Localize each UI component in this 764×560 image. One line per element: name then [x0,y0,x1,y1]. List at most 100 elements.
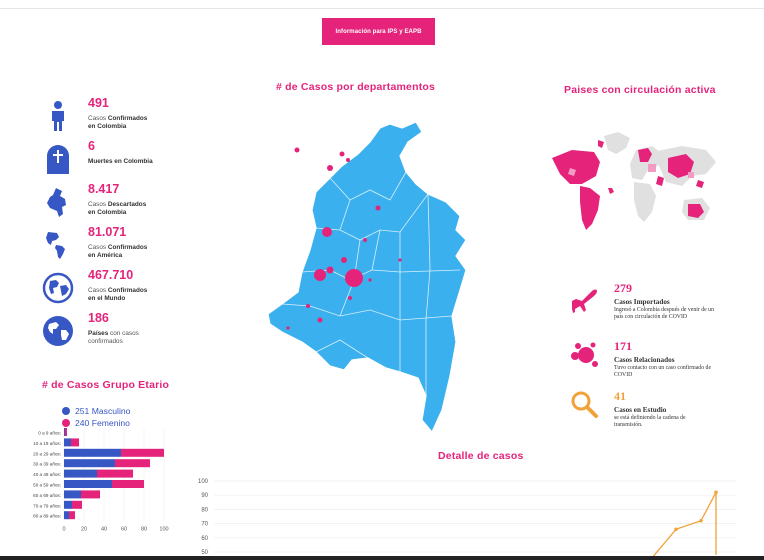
y-tick-label: 50 a 59 años: [33,483,61,488]
y-tick-label: 40 a 49 años: [33,472,61,477]
bar-masculino[interactable] [64,500,72,509]
case-markers [286,147,402,330]
age-group-bar-chart: 0 20 40 60 80 100 0 a 9 años: 10 a 19 años: 20 a… [33,428,169,533]
virus-cluster-icon [571,342,598,367]
world-icon [43,316,73,346]
bar-femenino[interactable] [65,428,67,436]
case-type-desc: Ingresó a Colombia después de venir de u… [614,307,714,320]
x-tick-label: 100 [159,527,168,533]
y-tick-label: 100 [198,479,209,485]
y-tick-label: 20 a 29 años: [33,451,61,456]
top-divider [0,8,764,9]
world-active-circulation-map[interactable] [548,128,720,240]
bar-femenino[interactable] [69,511,75,520]
stat-value: 467.710 [88,268,134,282]
male-dot [62,407,70,415]
countries-title: Paises con circulación activa [564,84,716,96]
series-point[interactable] [714,490,718,495]
y-tick-label: 90 [201,493,208,499]
bar-masculino[interactable] [64,469,97,478]
case-detail-line-chart: 50 60 70 80 90 100 [198,479,736,556]
x-tick-label: 80 [141,527,147,533]
bar-femenino[interactable] [72,500,82,509]
globe-icon [42,272,74,304]
stat-value: 81.071 [88,225,127,239]
y-tick-label: 50 [201,550,208,556]
bar-femenino[interactable] [97,469,133,478]
case-type-desc: se está definiendo la cadena de transmis… [614,415,686,428]
female-dot [62,419,70,427]
bar-femenino[interactable] [71,438,79,447]
stat-value: 186 [88,311,109,325]
bar-masculino[interactable] [64,511,69,520]
legend-male: 251 Masculino [62,406,130,416]
cases-under-study: 41 Casos en Estudio se está definiendo l… [568,389,738,433]
details-title: Detalle de casos [438,450,524,462]
stat-value: 491 [88,96,109,110]
stat-label: Casos Confirmados en el Mundo [88,287,148,302]
case-type-title: Casos Importados [614,298,670,306]
stat-value: 8.417 [88,182,120,196]
case-type-desc: Tuvo contacto con un caso confirmado de … [614,365,712,378]
case-type-value: 41 [614,389,626,403]
y-tick-label: 70 [201,522,208,528]
case-type-title: Casos en Estudio [614,406,667,414]
case-type-value: 171 [614,339,632,353]
bottom-bar [0,556,764,560]
stat-label: Casos Descartados en Colombia [88,201,147,216]
person-icon [52,101,64,131]
case-type-value: 279 [614,281,632,295]
stat-deaths-colombia: 6 Muertes en Colombia [42,139,192,183]
stat-countries: 186 Países con casos confirmados [42,311,192,355]
y-tick-label: 10 a 19 años: [33,441,61,446]
bar-masculino[interactable] [64,480,112,488]
y-tick-label: 30 a 39 años: [33,462,61,467]
y-tick-label: 80 [201,507,208,513]
series-point[interactable] [674,527,678,532]
stat-label: Países con casos confirmados [88,330,139,345]
series-point[interactable] [699,518,703,523]
bar-masculino[interactable] [64,490,81,499]
stat-confirmed-colombia: 491 Casos Confirmados en Colombia [42,96,192,140]
partial-countries [568,164,694,178]
ips-eapb-info-button[interactable]: Información para IPS y EAPB [322,18,435,45]
colombia-department-map[interactable] [260,120,480,440]
bar-masculino[interactable] [64,438,71,447]
legend-female: 240 Femenino [62,418,130,428]
y-tick-label: 60 [201,536,208,542]
stat-label: Casos Confirmados en Colombia [88,115,148,130]
bar-masculino[interactable] [64,459,115,468]
active-countries [552,140,704,230]
colombia-map-icon [47,188,66,217]
x-tick-label: 40 [101,527,107,533]
bar-femenino[interactable] [112,480,144,488]
y-tick-label: 60 a 69 años: [33,493,61,498]
tombstone-icon [47,145,69,174]
bar-femenino[interactable] [115,459,150,468]
stat-value: 6 [88,139,95,153]
x-tick-label: 20 [81,527,87,533]
x-tick-label: 0 [62,527,65,533]
airplane-icon [572,289,597,313]
y-tick-label: 80 a 89 años: [33,514,61,519]
bar-masculino[interactable] [64,428,65,436]
stat-label: Muertes en Colombia [88,158,153,165]
age-group-title: # de Casos Grupo Etario [42,379,170,391]
y-tick-label: 70 a 79 años: [33,503,61,508]
case-type-title: Casos Relacionados [614,356,675,364]
stat-confirmed-america: 81.071 Casos Confirmados en América [42,225,192,269]
stat-discarded-colombia: 8.417 Casos Descartados en Colombia [42,182,192,226]
bar-masculino[interactable] [64,448,121,457]
bar-femenino[interactable] [81,490,100,499]
stat-confirmed-world: 467.710 Casos Confirmados en el Mundo [42,268,192,312]
series-line [652,492,717,556]
departments-title: # de Casos por departamentos [276,81,436,93]
imported-cases: 279 Casos Importados Ingresó a Colombia … [568,281,738,331]
colombia-outline [267,121,467,434]
stat-label: Casos Confirmados en América [88,244,148,259]
related-cases: 171 Casos Relacionados Tuvo contacto con… [568,339,738,383]
bar-femenino[interactable] [121,448,164,457]
y-tick-label: 0 a 9 años: [38,431,61,436]
america-map-icon [46,232,65,259]
x-tick-label: 60 [121,527,127,533]
